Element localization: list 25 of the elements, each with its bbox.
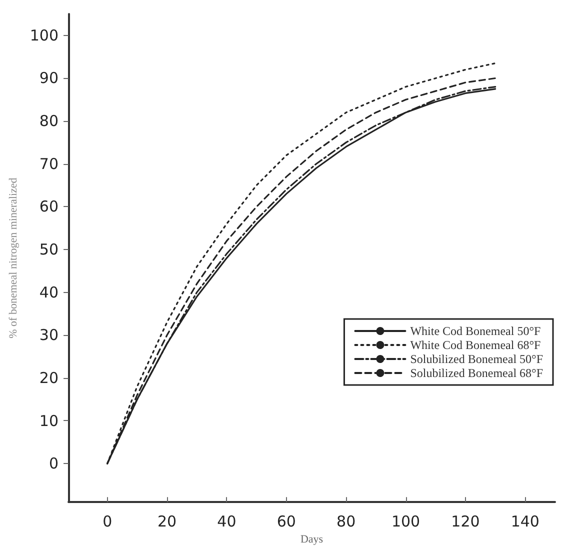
legend-label: Solubilized Bonemeal 68°F — [410, 366, 544, 380]
y-tick-label: 70 — [39, 154, 59, 173]
y-tick-label: 80 — [39, 112, 59, 130]
y-tick-label: 40 — [39, 283, 59, 302]
y-axis-title: % of bonemeal nitrogen mineralized — [8, 177, 20, 338]
x-tick-label: 100 — [391, 512, 420, 531]
x-tick-label: 140 — [510, 512, 540, 531]
legend-label: White Cod Bonemeal 50°F — [410, 324, 541, 338]
y-tick-label: 60 — [39, 198, 59, 216]
x-tick-label: 0 — [102, 512, 112, 531]
y-tick-label: 10 — [39, 412, 59, 430]
y-tick-label: 20 — [39, 368, 59, 387]
x-axis-title: Days — [300, 534, 324, 546]
x-tick-label: 120 — [451, 512, 480, 531]
y-tick-label: 90 — [39, 69, 59, 88]
y-tick-label: 30 — [39, 326, 59, 344]
y-tick-label: 50 — [39, 240, 59, 258]
x-tick-label: 60 — [276, 512, 296, 531]
legend-label: White Cod Bonemeal 68°F — [410, 338, 541, 352]
x-tick-label: 80 — [336, 512, 356, 531]
y-tick-label: 0 — [48, 454, 59, 473]
x-tick-label: 40 — [217, 512, 236, 531]
y-tick-label: 100 — [30, 26, 59, 44]
legend-label: Solubilized Bonemeal 50°F — [410, 352, 544, 366]
x-tick-label: 20 — [157, 512, 177, 531]
